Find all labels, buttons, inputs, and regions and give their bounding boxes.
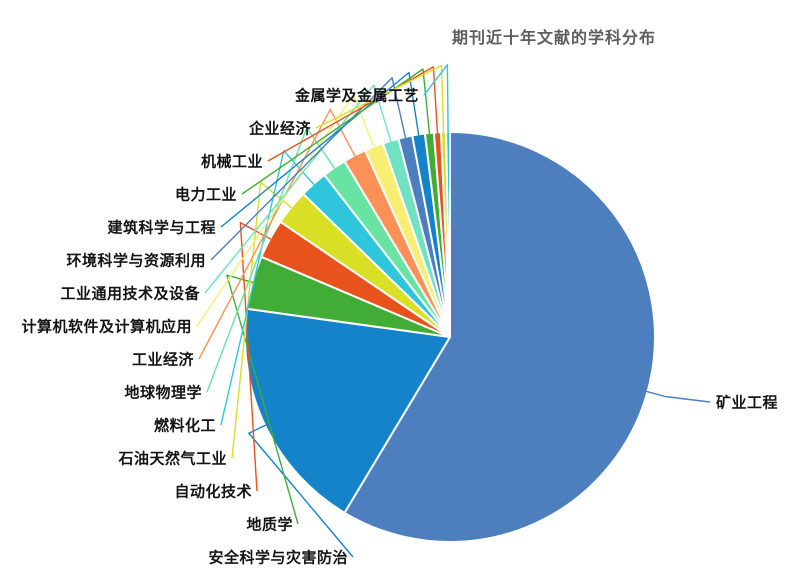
slice-label-4: 石油天然气工业: [118, 450, 227, 468]
slice-label-10: 环境科学与资源利用: [66, 252, 206, 270]
leader-line-0: [646, 390, 711, 403]
slice-label-1: 安全科学与灾害防治: [208, 549, 348, 567]
leader-line-13: [267, 66, 439, 162]
leader-line-15: [423, 64, 449, 134]
slice-label-2: 地质学: [246, 516, 293, 534]
slice-label-7: 工业经济: [131, 351, 194, 369]
leader-line-1: [248, 424, 354, 558]
leader-line-9: [204, 84, 392, 294]
leader-line-3: [239, 221, 272, 492]
slice-label-3: 自动化技术: [174, 483, 252, 501]
leader-line-8: [196, 94, 375, 327]
leader-line-10: [210, 77, 407, 261]
leader-line-7: [198, 108, 356, 360]
slice-label-6: 地球物理学: [124, 384, 202, 402]
slice-label-14: 企业经济: [248, 120, 311, 138]
slice-label-15: 金属学及金属工艺: [294, 87, 419, 105]
leader-line-14: [315, 64, 445, 134]
slice-label-9: 工业通用技术及设备: [60, 285, 200, 303]
slice-label-5: 燃料化工: [153, 417, 216, 435]
slice-label-0: 矿业工程: [716, 394, 779, 412]
leader-line-6: [206, 126, 336, 393]
leader-line-12: [241, 68, 431, 195]
slice-label-8: 计算机软件及计算机应用: [21, 318, 192, 336]
slice-label-12: 电力工业: [174, 186, 237, 204]
slice-label-13: 机械工业: [200, 153, 263, 171]
leader-line-5: [220, 150, 315, 426]
chart-title: 期刊近十年文献的学科分布: [452, 30, 657, 47]
slice-label-11: 建筑科学与工程: [107, 219, 216, 237]
leader-line-11: [220, 71, 420, 228]
